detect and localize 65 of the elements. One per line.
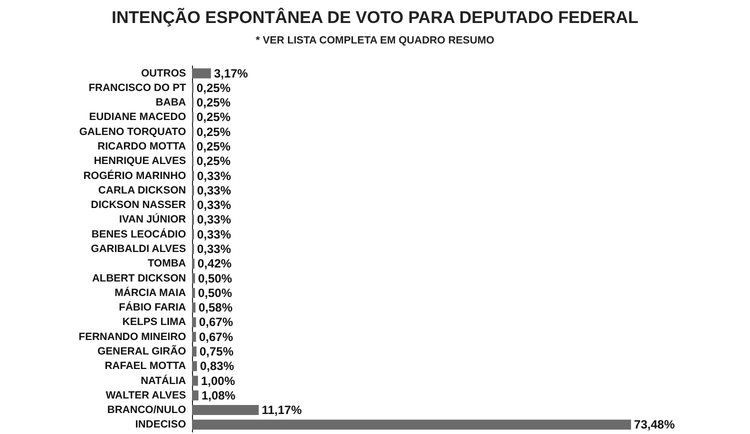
y-tick-label: MÁRCIA MAIA xyxy=(114,286,186,299)
bar xyxy=(192,390,198,400)
bar xyxy=(192,317,196,328)
y-tick-label: BRANCO/NULO xyxy=(107,404,186,416)
bar xyxy=(192,346,196,356)
data-label: 1,08% xyxy=(201,388,236,402)
bar xyxy=(192,420,632,430)
y-tick-label: BENES LEOCÁDIO xyxy=(91,227,186,240)
y-tick-label: RICARDO MOTTA xyxy=(98,140,186,153)
y-tick-label: EUDIANE MACEDO xyxy=(89,111,186,124)
y-tick-label: IVAN JÚNIOR xyxy=(119,212,186,226)
y-tick-label: FERNANDO MINEIRO xyxy=(78,330,186,343)
data-label: 0,25% xyxy=(196,110,231,124)
data-label: 0,33% xyxy=(196,212,232,227)
data-label: 0,25% xyxy=(196,154,231,168)
data-label: 0,25% xyxy=(196,140,231,154)
data-label: 1,00% xyxy=(200,374,236,388)
bar xyxy=(192,405,259,416)
chart-subtitle: * VER LISTA COMPLETA EM QUADRO RESUMO xyxy=(256,34,494,46)
y-tick-label: WALTER ALVES xyxy=(106,389,186,402)
data-label: 0,58% xyxy=(198,300,233,315)
y-tick-label: ROGÉRIO MARINHO xyxy=(83,168,186,182)
data-label: 0,33% xyxy=(196,242,232,256)
bar xyxy=(192,273,195,284)
data-label: 0,33% xyxy=(196,198,232,212)
y-tick-label: GARIBALDI ALVES xyxy=(90,243,186,255)
y-tick-label: ALBERT DICKSON xyxy=(92,272,186,284)
chart-title: INTENÇÃO ESPONTÂNEA DE VOTO PARA DEPUTADO FEDERAL xyxy=(112,7,638,27)
data-label: 0,33% xyxy=(196,227,232,242)
data-label: 0,25% xyxy=(196,80,231,95)
data-label: 0,33% xyxy=(196,183,232,198)
data-label: 0,83% xyxy=(200,359,234,374)
y-tick-label: DICKSON NASSER xyxy=(90,199,186,212)
y-tick-label: FÁBIO FARIA xyxy=(118,300,186,314)
y-tick-label: FRANCISCO DO PT xyxy=(88,82,187,94)
data-label: 0,50% xyxy=(198,286,232,300)
bar xyxy=(192,68,211,78)
y-tick-label: HENRIQUE ALVES xyxy=(94,155,186,168)
bar xyxy=(192,302,196,313)
data-label: 0,67% xyxy=(199,315,234,330)
bar xyxy=(192,288,195,298)
y-tick-label: GALENO TORQUATO xyxy=(79,126,186,138)
y-tick-label: KELPS LIMA xyxy=(122,316,186,328)
data-label: 11,17% xyxy=(262,403,302,418)
y-tick-label: GENERAL GIRÃO xyxy=(98,344,186,358)
data-label: 3,17% xyxy=(214,66,248,80)
data-label: 0,25% xyxy=(196,96,231,110)
bar xyxy=(192,258,195,269)
y-tick-label: NATÁLIA xyxy=(140,374,186,387)
data-label: 0,42% xyxy=(198,256,232,271)
y-tick-label: INDECISO xyxy=(135,418,186,431)
y-tick-label: BABA xyxy=(156,96,186,109)
data-label: 0,50% xyxy=(198,271,232,286)
data-label: 0,67% xyxy=(199,330,234,344)
data-label: 0,75% xyxy=(199,344,234,358)
y-tick-label: RAFAEL MOTTA xyxy=(104,360,186,372)
y-tick-label: OUTROS xyxy=(141,67,186,80)
y-tick-label: TOMBA xyxy=(148,258,186,270)
bar xyxy=(192,361,197,372)
bar xyxy=(192,332,196,342)
y-tick-label: CARLA DICKSON xyxy=(98,184,186,196)
data-label: 0,33% xyxy=(196,168,232,183)
bar xyxy=(192,376,198,386)
data-label: 73,48% xyxy=(634,418,676,432)
data-label: 0,25% xyxy=(196,124,231,139)
